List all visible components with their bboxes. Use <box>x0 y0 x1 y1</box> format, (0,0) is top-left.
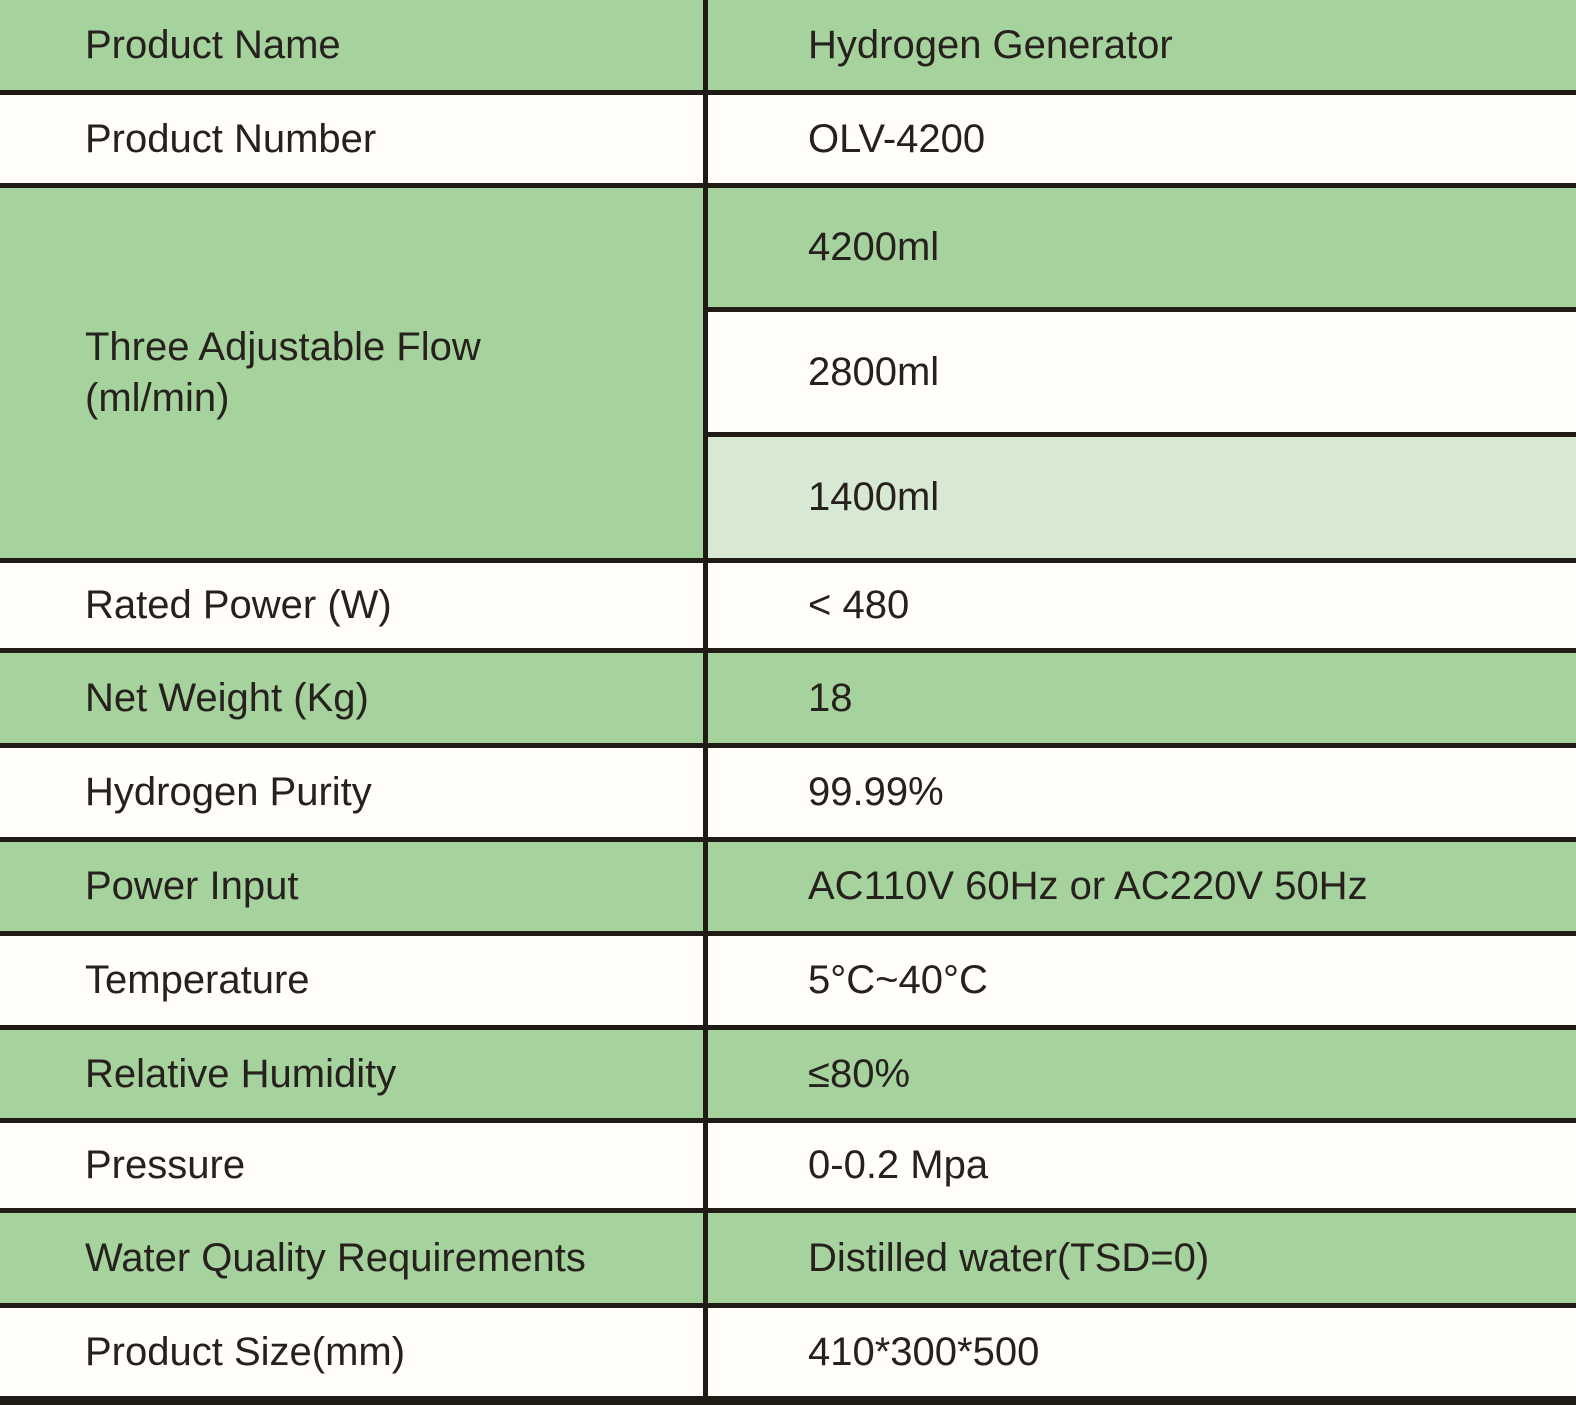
value-cell-temperature: 5°C~40°C <box>708 936 1576 1025</box>
value-cell-power-input: AC110V 60Hz or AC220V 50Hz <box>708 842 1576 931</box>
label-cell-power-input: Power Input <box>0 842 703 931</box>
value-cell-rated-power: < 480 <box>708 563 1576 648</box>
value-cell-hydrogen-purity: 99.99% <box>708 748 1576 837</box>
value-cell-flow-2800: 2800ml <box>708 312 1576 432</box>
adjustable-flow-label-line2: (ml/min) <box>85 376 230 420</box>
label-cell-temperature: Temperature <box>0 936 703 1025</box>
value-cell-relative-humidity: ≤80% <box>708 1030 1576 1118</box>
label-cell-hydrogen-purity: Hydrogen Purity <box>0 748 703 837</box>
label-cell-product-size: Product Size(mm) <box>0 1308 703 1396</box>
value-cell-pressure: 0-0.2 Mpa <box>708 1123 1576 1208</box>
label-cell-product-name: Product Name <box>0 0 703 90</box>
label-cell-water-quality: Water Quality Requirements <box>0 1213 703 1303</box>
value-cell-product-size: 410*300*500 <box>708 1308 1576 1396</box>
label-cell-relative-humidity: Relative Humidity <box>0 1030 703 1118</box>
label-cell-adjustable-flow: Three Adjustable Flow (ml/min) <box>0 188 703 558</box>
value-cell-product-name: Hydrogen Generator <box>708 0 1576 90</box>
value-cell-water-quality: Distilled water(TSD=0) <box>708 1213 1576 1303</box>
label-cell-net-weight: Net Weight (Kg) <box>0 653 703 743</box>
value-cell-product-number: OLV-4200 <box>708 95 1576 183</box>
value-cell-flow-1400: 1400ml <box>708 437 1576 558</box>
value-cell-flow-4200: 4200ml <box>708 188 1576 307</box>
label-cell-pressure: Pressure <box>0 1123 703 1208</box>
adjustable-flow-label-line1: Three Adjustable Flow <box>85 324 481 369</box>
label-cell-rated-power: Rated Power (W) <box>0 563 703 648</box>
value-cell-net-weight: 18 <box>708 653 1576 743</box>
label-cell-product-number: Product Number <box>0 95 703 183</box>
